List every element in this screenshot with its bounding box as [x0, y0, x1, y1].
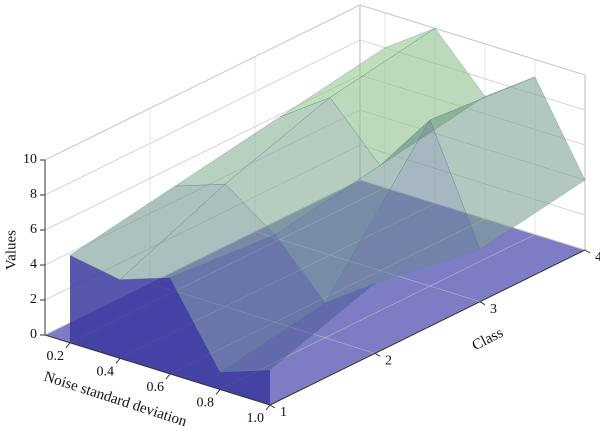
y-tick — [269, 404, 276, 409]
surface-patch — [219, 283, 376, 373]
x-tick — [115, 358, 121, 364]
y-tick-label: 3 — [490, 302, 497, 317]
y-tick — [374, 352, 381, 357]
z-axis-label: Values — [3, 230, 19, 270]
y-tick-label: 1 — [280, 405, 287, 420]
x-tick-label: 0.8 — [197, 396, 215, 411]
z-tick-label: 2 — [30, 292, 37, 307]
x-tick-label: 0.2 — [47, 349, 65, 364]
x-axis — [44, 334, 271, 406]
y-axis-label: Class — [470, 325, 506, 354]
z-tick-label: 6 — [30, 222, 37, 237]
y-tick — [479, 301, 486, 306]
y-axis — [269, 249, 586, 406]
z-tick-label: 0 — [30, 327, 37, 342]
x-tick-label: 0.4 — [97, 365, 115, 380]
z-tick-label: 8 — [30, 187, 37, 202]
surface-curtain — [70, 255, 270, 405]
x-tick — [215, 389, 221, 395]
y-tick-label: 4 — [595, 250, 600, 265]
x-tick — [265, 404, 271, 411]
z-tick-label: 4 — [30, 257, 37, 272]
x-tick — [65, 342, 71, 349]
x-tick — [165, 373, 171, 380]
x-tick-label: 0.6 — [147, 380, 165, 395]
y-tick-label: 2 — [385, 354, 392, 369]
y-tick — [584, 249, 591, 254]
z-tick-label: 10 — [23, 152, 37, 167]
x-tick-label: 1.0 — [247, 411, 265, 426]
